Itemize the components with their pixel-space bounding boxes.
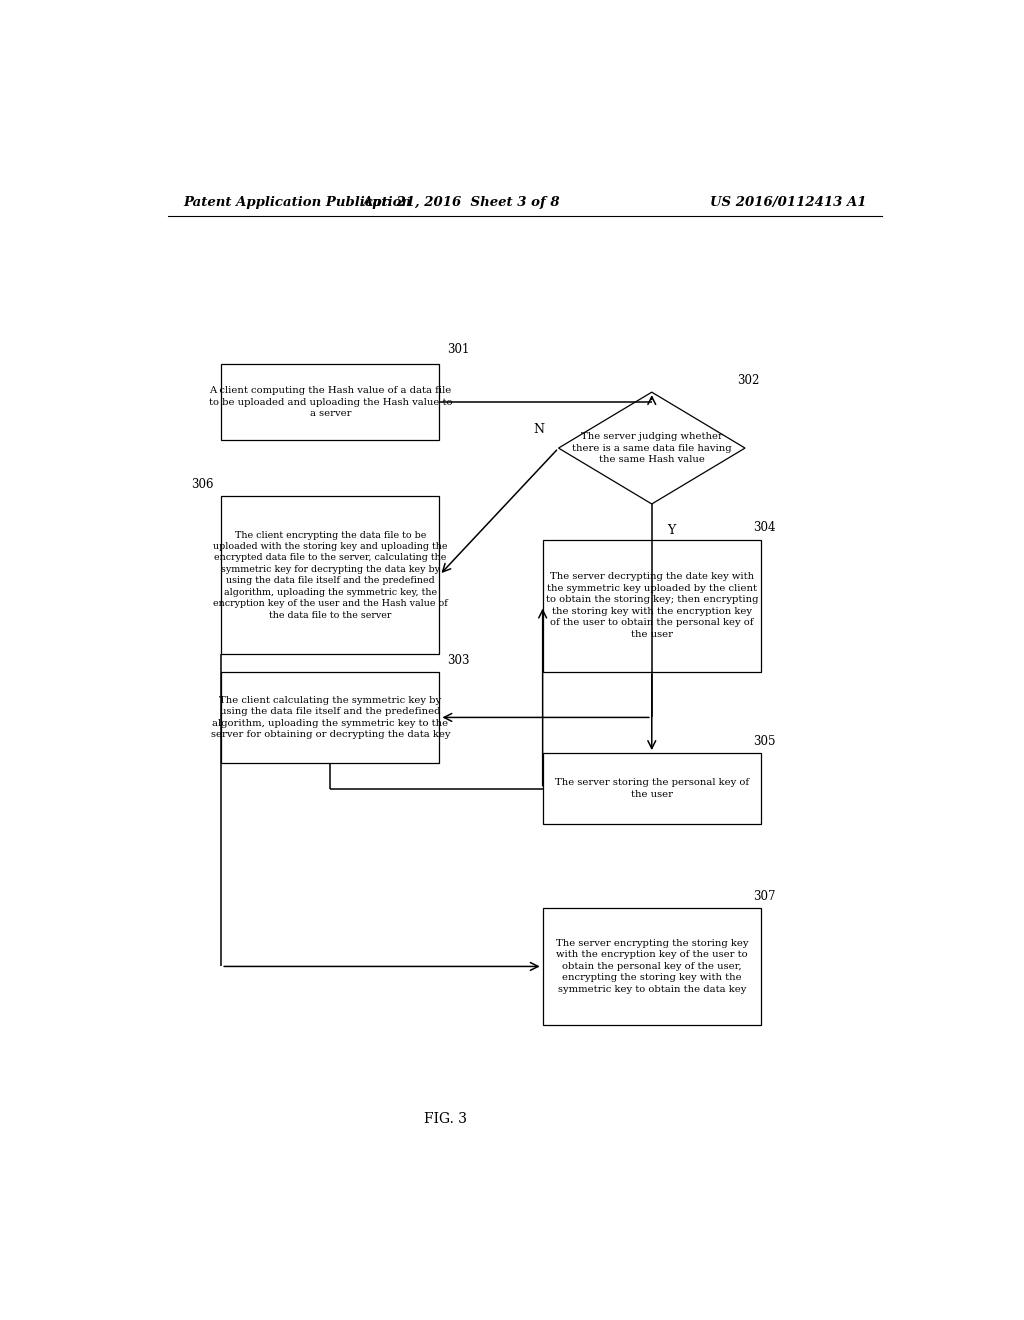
Text: Patent Application Publication: Patent Application Publication	[183, 195, 412, 209]
Polygon shape	[558, 392, 745, 504]
Text: The client calculating the symmetric key by
using the data file itself and the p: The client calculating the symmetric key…	[211, 696, 451, 739]
Text: The server judging whether
there is a same data file having
the same Hash value: The server judging whether there is a sa…	[572, 432, 731, 465]
Text: 304: 304	[753, 521, 775, 535]
Bar	[221, 672, 439, 763]
Text: N: N	[534, 422, 544, 436]
Text: 301: 301	[447, 343, 470, 356]
Text: The server encrypting the storing key
with the encryption key of the user to
obt: The server encrypting the storing key wi…	[556, 939, 748, 994]
Text: The server storing the personal key of
the user: The server storing the personal key of t…	[555, 779, 749, 799]
Text: Y: Y	[668, 524, 676, 537]
Bar	[543, 752, 761, 824]
Bar	[543, 908, 761, 1024]
Text: A client computing the Hash value of a data file
to be uploaded and uploading th: A client computing the Hash value of a d…	[209, 387, 453, 418]
Text: 305: 305	[753, 735, 775, 748]
Bar	[543, 540, 761, 672]
Bar	[221, 496, 439, 653]
Text: The server decrypting the date key with
the symmetric key uploaded by the client: The server decrypting the date key with …	[546, 573, 758, 639]
Text: The client encrypting the data file to be
uploaded with the storing key and uplo: The client encrypting the data file to b…	[213, 531, 447, 619]
Text: FIG. 3: FIG. 3	[424, 1111, 467, 1126]
Text: 306: 306	[190, 478, 213, 491]
Bar	[221, 364, 439, 441]
Text: 303: 303	[447, 653, 470, 667]
Text: 307: 307	[753, 890, 775, 903]
Text: Apr. 21, 2016  Sheet 3 of 8: Apr. 21, 2016 Sheet 3 of 8	[362, 195, 560, 209]
Text: US 2016/0112413 A1: US 2016/0112413 A1	[710, 195, 866, 209]
Text: 302: 302	[737, 374, 760, 387]
